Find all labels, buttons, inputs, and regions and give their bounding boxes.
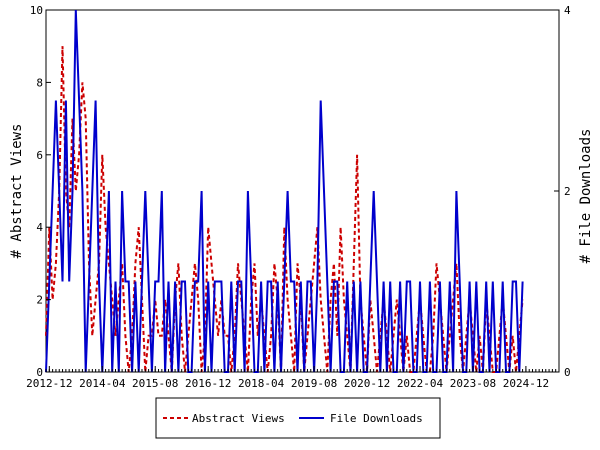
- x-tick-label: 2024-12: [503, 377, 549, 390]
- y-left-tick-label: 6: [36, 149, 43, 162]
- x-tick-label: 2023-08: [450, 377, 496, 390]
- x-tick-label: 2014-04: [79, 377, 126, 390]
- x-tick-label: 2020-12: [344, 377, 390, 390]
- y-right-tick-label: 0: [564, 366, 571, 379]
- x-tick-label: 2022-04: [397, 377, 444, 390]
- right-axis-title: # File Downloads: [578, 129, 594, 264]
- x-tick-label: 2016-12: [185, 377, 231, 390]
- y-left-tick-label: 2: [36, 294, 43, 307]
- legend-label-file-downloads: File Downloads: [330, 412, 423, 425]
- legend: Abstract Views File Downloads: [155, 397, 441, 439]
- y-right-tick-label: 4: [564, 4, 571, 17]
- y-left-tick-label: 10: [30, 4, 43, 17]
- left-axis-title: # Abstract Views: [9, 124, 25, 259]
- x-tick-label: 2015-08: [132, 377, 178, 390]
- series-line-abstract-views: [45, 46, 524, 373]
- x-tick-label: 2012-12: [26, 377, 72, 390]
- y-left-tick-label: 4: [36, 221, 43, 234]
- legend-box: [155, 397, 441, 439]
- y-left-tick-label: 0: [36, 366, 43, 379]
- y-right-tick-label: 2: [564, 185, 571, 198]
- y-left-tick-label: 8: [36, 76, 43, 89]
- x-tick-label: 2018-04: [238, 377, 285, 390]
- tick-layer: 2012-12 2014-04 2015-08 2016-12 2018-04 2019-…: [26, 4, 571, 390]
- legend-label-abstract-views: Abstract Views: [192, 412, 285, 425]
- x-tick-label: 2019-08: [291, 377, 337, 390]
